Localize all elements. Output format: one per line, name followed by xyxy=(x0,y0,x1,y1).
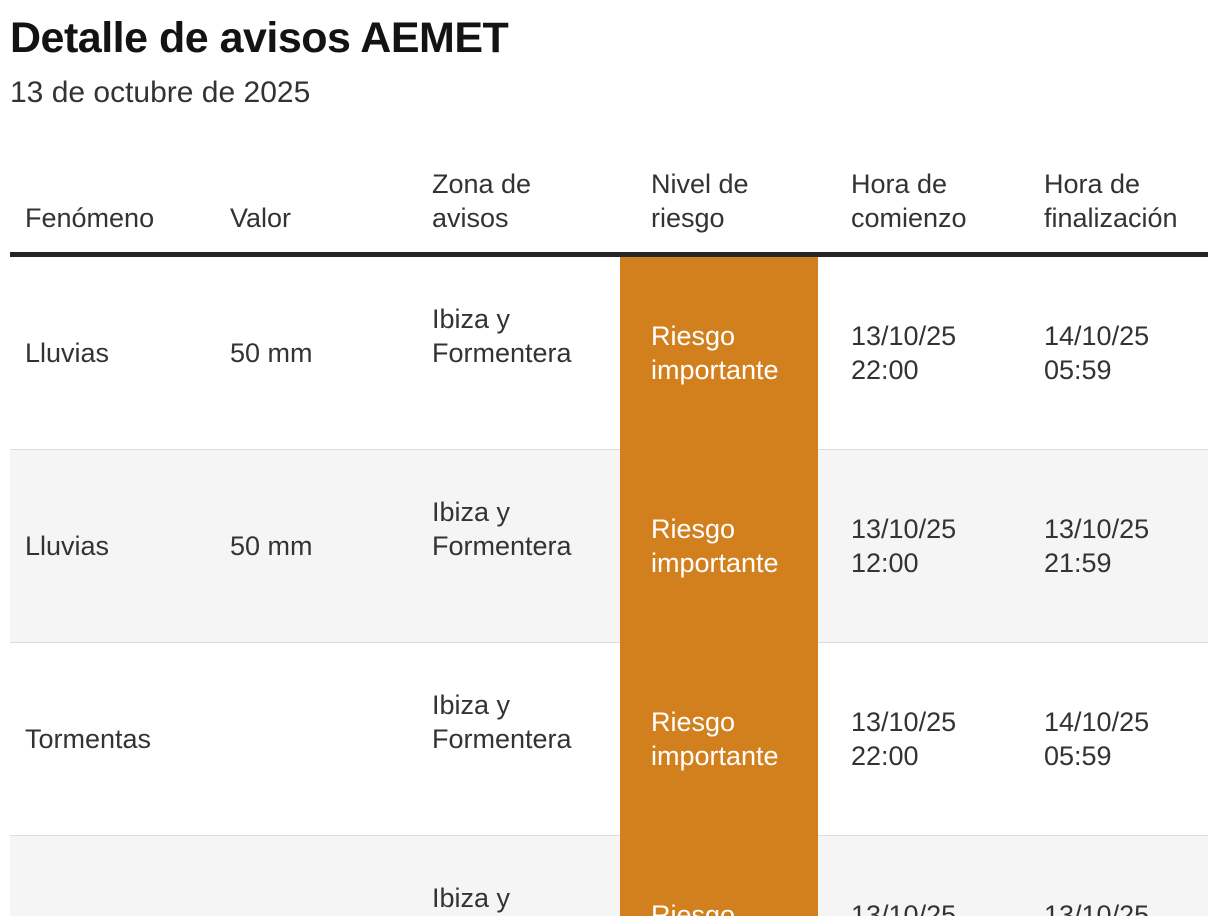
table-body: Lluvias 50 mm Ibiza y Formentera Riesgo … xyxy=(10,257,1208,916)
cell-valor: 50 mm xyxy=(230,338,313,369)
cell-hora-finalizacion: 14/10/25 05:59 xyxy=(1044,642,1208,835)
cell-hora-finalizacion: 13/10/25 21:59 xyxy=(1044,835,1208,916)
column-header-fenomeno: Fenómeno xyxy=(10,167,230,258)
cell-fenomeno: Lluvias xyxy=(10,449,230,643)
cell-valor xyxy=(230,642,432,835)
cell-hora-finalizacion: 13/10/25 21:59 xyxy=(1044,449,1208,643)
cell-hora-comienzo: 13/10/25 12:00 xyxy=(818,449,1044,643)
cell-fenomeno: Lluvias xyxy=(25,338,110,369)
header-row: Fenómeno Valor Zona de avisos Nivel de r… xyxy=(10,167,1208,258)
cell-hora-comienzo: 13/10/25 22:00 xyxy=(818,642,1044,835)
table-header: Fenómeno Valor Zona de avisos Nivel de r… xyxy=(10,167,1208,258)
table-row: Tormentas Ibiza y Formentera Riesgo impo… xyxy=(10,642,1208,836)
cell-zona: Ibiza y Formentera xyxy=(432,449,620,643)
cell-fenomeno: Tormentas xyxy=(10,835,230,916)
cell-hora-comienzo: 13/10/25 12:00 xyxy=(818,835,1044,916)
zona-main: Ibiza y Formentera xyxy=(432,883,511,914)
avisos-table: Fenómeno Valor Zona de avisos Nivel de r… xyxy=(10,167,1208,916)
zona-main: Ibiza y Formentera xyxy=(432,304,572,369)
cell-nivel-riesgo: Riesgo importante xyxy=(620,449,818,643)
table-row: Lluvias 50 mm Ibiza y Formentera Riesgo … xyxy=(10,449,1208,643)
zona-main: Ibiza y Formentera xyxy=(432,497,572,562)
cell-hora-comienzo: 13/10/25 22:00 xyxy=(851,321,957,386)
cell-zona: Ibiza y Formentera xyxy=(432,835,620,916)
column-header-finalizacion: Hora de finalización xyxy=(1044,167,1208,258)
page-subtitle: 13 de octubre de 2025 xyxy=(10,76,311,110)
column-header-nivel: Nivel de riesgo xyxy=(620,167,818,258)
cell-nivel-riesgo: Riesgo importante xyxy=(620,257,818,450)
cell-valor xyxy=(230,835,432,916)
page-title: Detalle de avisos AEMET xyxy=(10,14,509,62)
cell-nivel-riesgo: Riesgo importante xyxy=(620,642,818,836)
column-header-valor: Valor xyxy=(230,167,432,258)
zona-main: Ibiza y Formentera xyxy=(432,690,572,755)
cell-hora-finalizacion: 14/10/25 05:59 xyxy=(1044,321,1150,386)
cell-zona: Ibiza y Formentera xyxy=(432,642,620,835)
cell-fenomeno: Tormentas xyxy=(10,642,230,835)
cell-valor: 50 mm xyxy=(230,449,432,643)
column-header-comienzo: Hora de comienzo xyxy=(818,167,1044,258)
cell-nivel-riesgo: Riesgo importante xyxy=(620,835,818,916)
table-row: Tormentas Ibiza y Formentera Riesgo impo… xyxy=(10,835,1208,916)
table-row: Lluvias 50 mm Ibiza y Formentera Riesgo … xyxy=(10,257,1208,450)
cell-zona: Ibiza y Formentera xyxy=(432,257,620,449)
column-header-zona: Zona de avisos xyxy=(432,167,620,258)
